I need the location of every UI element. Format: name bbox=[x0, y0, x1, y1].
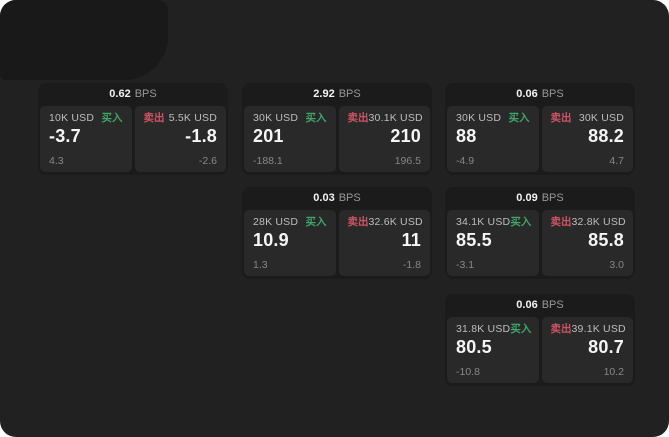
card-header: 0.09 BPS bbox=[447, 187, 633, 210]
buy-side-label: 买入 bbox=[101, 112, 123, 124]
buy-price: 85.5 bbox=[456, 229, 492, 250]
sell-amount: 39.1K USD bbox=[571, 323, 626, 335]
buy-price: 80.5 bbox=[456, 336, 492, 357]
buy-panel[interactable]: 30K USD 买入 201 -188.1 bbox=[244, 106, 336, 172]
buy-side-label: 买入 bbox=[510, 323, 532, 335]
card-header: 0.06 BPS bbox=[447, 83, 633, 106]
buy-delta: 1.3 bbox=[253, 258, 268, 271]
sell-panel[interactable]: 卖出 30K USD 88.2 4.7 bbox=[541, 106, 633, 172]
buy-panel[interactable]: 34.1K USD 买入 85.5 -3.1 bbox=[447, 210, 539, 276]
sell-amount: 32.6K USD bbox=[368, 216, 423, 228]
buy-sell-panels: 30K USD 买入 201 -188.1 卖出 30.1K USD 210 1… bbox=[244, 106, 430, 172]
bps-value: 2.92 bbox=[313, 88, 335, 100]
sell-delta: 4.7 bbox=[609, 154, 624, 167]
buy-side-label: 买入 bbox=[305, 216, 327, 228]
sell-amount: 5.5K USD bbox=[168, 112, 217, 124]
buy-price: -3.7 bbox=[49, 125, 81, 146]
quote-card-1: 0.62 BPS 10K USD 买入 -3.7 4.3 卖出 5.5K USD bbox=[38, 83, 228, 175]
buy-amount: 34.1K USD bbox=[456, 216, 511, 228]
buy-sell-panels: 31.8K USD 买入 80.5 -10.8 卖出 39.1K USD 80.… bbox=[447, 317, 633, 383]
quote-card-5: 0.09 BPS 34.1K USD 买入 85.5 -3.1 卖出 32.8K… bbox=[445, 187, 635, 279]
buy-panel[interactable]: 10K USD 买入 -3.7 4.3 bbox=[40, 106, 132, 172]
buy-amount: 31.8K USD bbox=[456, 323, 511, 335]
buy-sell-panels: 34.1K USD 买入 85.5 -3.1 卖出 32.8K USD 85.8… bbox=[447, 210, 633, 276]
card-header: 2.92 BPS bbox=[244, 83, 430, 106]
sell-panel[interactable]: 卖出 32.6K USD 11 -1.8 bbox=[338, 210, 430, 276]
bps-value: 0.03 bbox=[313, 192, 335, 204]
buy-delta: -3.1 bbox=[456, 258, 475, 271]
sell-amount: 30K USD bbox=[578, 112, 624, 124]
buy-side-label: 买入 bbox=[510, 216, 532, 228]
sell-delta: -1.8 bbox=[402, 258, 421, 271]
buy-amount: 10K USD bbox=[49, 112, 95, 124]
sell-side-label: 卖出 bbox=[550, 323, 572, 335]
bps-value: 0.06 bbox=[516, 299, 538, 311]
sell-amount: 30.1K USD bbox=[368, 112, 423, 124]
buy-delta: -188.1 bbox=[253, 154, 283, 167]
sell-panel[interactable]: 卖出 5.5K USD -1.8 -2.6 bbox=[134, 106, 226, 172]
bps-unit-label: BPS bbox=[541, 88, 564, 100]
sell-side-label: 卖出 bbox=[550, 216, 572, 228]
sell-side-label: 卖出 bbox=[550, 112, 572, 124]
sell-price: 85.8 bbox=[588, 229, 624, 250]
corner-overlay-panel bbox=[0, 0, 168, 80]
sell-delta: 10.2 bbox=[603, 365, 624, 378]
bps-unit-label: BPS bbox=[541, 192, 564, 204]
buy-price: 201 bbox=[253, 125, 284, 146]
buy-panel[interactable]: 31.8K USD 买入 80.5 -10.8 bbox=[447, 317, 539, 383]
buy-amount: 28K USD bbox=[253, 216, 299, 228]
bps-value: 0.62 bbox=[109, 88, 131, 100]
card-header: 0.03 BPS bbox=[244, 187, 430, 210]
buy-delta: 4.3 bbox=[49, 154, 64, 167]
buy-side-label: 买入 bbox=[508, 112, 530, 124]
quote-card-4: 0.03 BPS 28K USD 买入 10.9 1.3 卖出 32.6K US… bbox=[242, 187, 432, 279]
buy-delta: -4.9 bbox=[456, 154, 475, 167]
buy-sell-panels: 10K USD 买入 -3.7 4.3 卖出 5.5K USD -1.8 -2.… bbox=[40, 106, 226, 172]
sell-side-label: 卖出 bbox=[347, 216, 369, 228]
quote-card-6: 0.06 BPS 31.8K USD 买入 80.5 -10.8 卖出 39.1… bbox=[445, 294, 635, 386]
buy-sell-panels: 30K USD 买入 88 -4.9 卖出 30K USD 88.2 4.7 bbox=[447, 106, 633, 172]
buy-panel[interactable]: 28K USD 买入 10.9 1.3 bbox=[244, 210, 336, 276]
buy-amount: 30K USD bbox=[253, 112, 299, 124]
sell-delta: 196.5 bbox=[394, 154, 421, 167]
sell-panel[interactable]: 卖出 39.1K USD 80.7 10.2 bbox=[541, 317, 633, 383]
card-header: 0.62 BPS bbox=[40, 83, 226, 106]
card-header: 0.06 BPS bbox=[447, 294, 633, 317]
sell-price: 210 bbox=[390, 125, 421, 146]
quote-card-3: 0.06 BPS 30K USD 买入 88 -4.9 卖出 30K USD bbox=[445, 83, 635, 175]
bps-unit-label: BPS bbox=[541, 299, 564, 311]
bps-unit-label: BPS bbox=[338, 192, 361, 204]
buy-price: 10.9 bbox=[253, 229, 289, 250]
sell-delta: 3.0 bbox=[609, 258, 624, 271]
buy-side-label: 买入 bbox=[305, 112, 327, 124]
sell-amount: 32.8K USD bbox=[571, 216, 626, 228]
sell-delta: -2.6 bbox=[198, 154, 217, 167]
bps-value: 0.09 bbox=[516, 192, 538, 204]
sell-price: -1.8 bbox=[185, 125, 217, 146]
buy-sell-panels: 28K USD 买入 10.9 1.3 卖出 32.6K USD 11 -1.8 bbox=[244, 210, 430, 276]
sell-price: 88.2 bbox=[588, 125, 624, 146]
bps-value: 0.06 bbox=[516, 88, 538, 100]
sell-panel[interactable]: 卖出 30.1K USD 210 196.5 bbox=[338, 106, 430, 172]
sell-panel[interactable]: 卖出 32.8K USD 85.8 3.0 bbox=[541, 210, 633, 276]
buy-price: 88 bbox=[456, 125, 477, 146]
bps-unit-label: BPS bbox=[338, 88, 361, 100]
sell-side-label: 卖出 bbox=[347, 112, 369, 124]
sell-price: 11 bbox=[401, 229, 421, 250]
bps-unit-label: BPS bbox=[134, 88, 157, 100]
quote-card-2: 2.92 BPS 30K USD 买入 201 -188.1 卖出 30.1K … bbox=[242, 83, 432, 175]
buy-amount: 30K USD bbox=[456, 112, 502, 124]
sell-price: 80.7 bbox=[588, 336, 624, 357]
buy-delta: -10.8 bbox=[456, 365, 480, 378]
buy-panel[interactable]: 30K USD 买入 88 -4.9 bbox=[447, 106, 539, 172]
sell-side-label: 卖出 bbox=[143, 112, 165, 124]
